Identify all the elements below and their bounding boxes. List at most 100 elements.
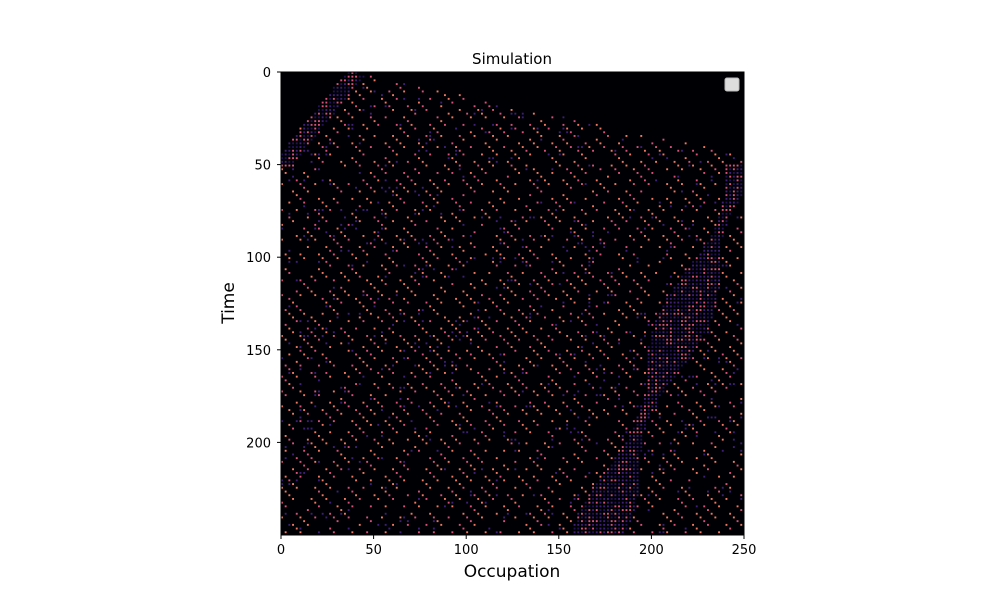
heatmap-cell <box>518 442 520 445</box>
heatmap-cell <box>636 316 639 319</box>
heatmap-cell <box>603 201 606 204</box>
heatmap-cell <box>595 486 598 489</box>
heatmap-cell <box>510 331 513 334</box>
heatmap-cell <box>373 246 376 248</box>
heatmap-cell <box>477 164 480 167</box>
heatmap-cell <box>503 283 506 285</box>
heatmap-cell <box>403 264 406 267</box>
heatmap-cell <box>629 401 632 404</box>
heatmap-cell <box>573 201 576 204</box>
heatmap-cell <box>414 320 417 323</box>
heatmap-cell <box>610 457 613 460</box>
heatmap-cell <box>351 79 354 82</box>
heatmap-cell <box>699 349 702 352</box>
heatmap-cell <box>658 320 661 323</box>
heatmap-cell <box>499 475 502 478</box>
heatmap-cell <box>655 383 657 385</box>
heatmap-cell <box>710 372 713 374</box>
heatmap-cell <box>581 127 583 130</box>
heatmap-cell <box>425 164 428 167</box>
heatmap-cell <box>673 353 676 356</box>
heatmap-cell <box>462 194 465 197</box>
heatmap-cell <box>573 427 576 430</box>
heatmap-cell <box>681 183 683 185</box>
heatmap-cell <box>425 190 428 193</box>
heatmap-cell <box>325 498 328 500</box>
heatmap-cell <box>458 205 461 208</box>
heatmap-cell <box>362 457 365 460</box>
heatmap-cell <box>603 464 606 467</box>
heatmap-cell <box>432 349 435 352</box>
heatmap-cell <box>625 220 628 223</box>
heatmap-cell <box>684 157 687 160</box>
heatmap-cell <box>569 520 572 523</box>
heatmap-cell <box>455 153 457 156</box>
heatmap-cell <box>462 486 465 489</box>
heatmap-cell <box>499 242 502 245</box>
heatmap-cell <box>399 520 402 523</box>
heatmap-cell <box>695 297 698 300</box>
heatmap-cell <box>292 220 294 223</box>
heatmap-cell <box>358 357 361 360</box>
heatmap-cell <box>429 305 432 308</box>
heatmap-cell <box>684 312 687 315</box>
heatmap-cell <box>303 338 306 341</box>
heatmap-cell <box>573 383 576 385</box>
heatmap-cell <box>555 209 557 211</box>
heatmap-cell <box>629 520 632 523</box>
heatmap-cell <box>688 486 691 489</box>
heatmap-cell <box>318 227 320 230</box>
heatmap-cell <box>381 405 383 408</box>
heatmap-cell <box>658 390 661 393</box>
heatmap-cell <box>625 494 628 497</box>
heatmap-cell <box>569 227 572 230</box>
heatmap-cell <box>432 294 435 297</box>
heatmap-cell <box>321 257 324 260</box>
heatmap-cell <box>544 512 546 515</box>
heatmap-cell <box>644 275 646 278</box>
heatmap-cell <box>451 501 454 504</box>
heatmap-cell <box>547 509 550 511</box>
heatmap-cell <box>618 364 620 367</box>
heatmap-cell <box>473 523 476 526</box>
heatmap-cell <box>355 257 357 260</box>
heatmap-cell <box>288 409 291 411</box>
heatmap-cell <box>629 505 632 508</box>
heatmap-cell <box>369 242 372 245</box>
heatmap-cell <box>492 205 494 208</box>
heatmap-cell <box>362 249 365 252</box>
heatmap-cell <box>310 123 313 126</box>
heatmap-cell <box>347 335 350 337</box>
heatmap-cell <box>451 227 454 230</box>
heatmap-cell <box>406 135 409 137</box>
heatmap-cell <box>607 453 609 456</box>
heatmap-cell <box>588 512 591 515</box>
heatmap-cell <box>636 438 639 441</box>
heatmap-cell <box>366 197 369 200</box>
heatmap-cell <box>444 505 446 508</box>
heatmap-cell <box>647 379 650 382</box>
heatmap-cell <box>629 449 632 452</box>
heatmap-cell <box>607 294 609 297</box>
heatmap-cell <box>440 105 443 108</box>
heatmap-cell <box>714 446 717 448</box>
heatmap-cell <box>666 460 669 463</box>
heatmap-cell <box>340 97 343 100</box>
heatmap-cell <box>303 135 306 137</box>
heatmap-cell <box>721 160 724 163</box>
heatmap-cell <box>688 309 691 311</box>
heatmap-cell <box>684 227 687 230</box>
heatmap-cell <box>595 290 598 293</box>
heatmap-cell <box>473 357 476 360</box>
heatmap-cell <box>599 486 602 489</box>
heatmap-cell <box>695 290 698 293</box>
heatmap-cell <box>310 420 313 423</box>
heatmap-cell <box>577 457 580 460</box>
heatmap-cell <box>673 305 676 308</box>
heatmap-cell <box>692 338 694 341</box>
heatmap-cell <box>651 368 654 371</box>
heatmap-cell <box>414 375 417 378</box>
heatmap-cell <box>429 401 432 404</box>
heatmap-cell <box>314 116 317 119</box>
heatmap-cell <box>318 490 320 493</box>
